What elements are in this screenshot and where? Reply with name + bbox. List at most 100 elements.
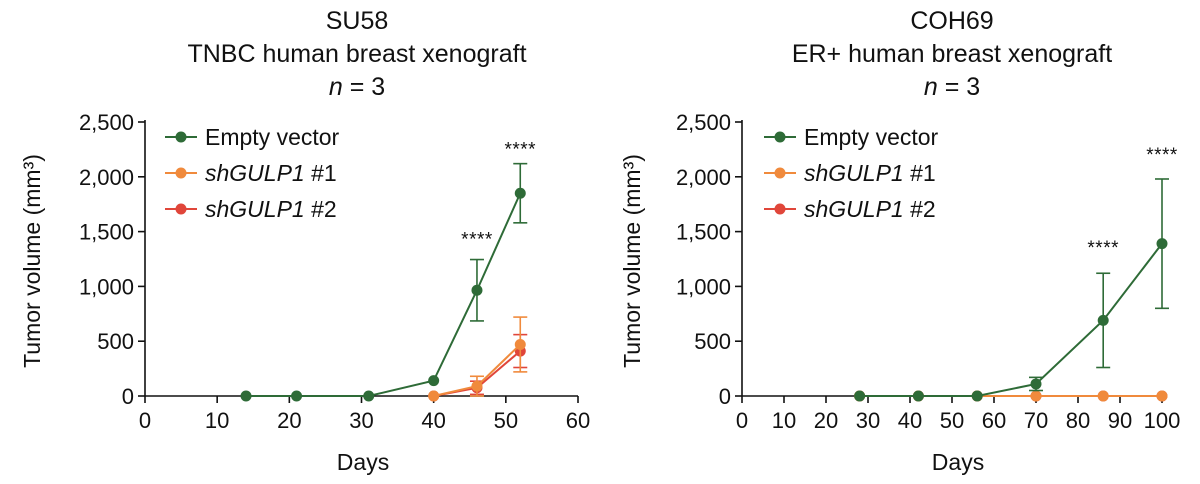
chart1-legend-label-italic: shGULP1 xyxy=(205,160,305,186)
chart2-significance-label: **** xyxy=(1087,238,1119,259)
chart2-y-axis-label: Tumor volume (mm³) xyxy=(619,154,645,368)
chart1-data-point xyxy=(514,187,526,199)
chart2-data-point xyxy=(912,390,924,402)
chart1-x-tick-label: 30 xyxy=(349,408,373,433)
chart2-y-tick-label: 1,500 xyxy=(676,220,731,245)
chart1-x-axis-label: Days xyxy=(337,449,389,475)
chart2-x-tick-label: 50 xyxy=(940,408,964,433)
chart1-y-tick-label: 2,500 xyxy=(79,110,134,135)
chart1-data-point xyxy=(240,390,252,402)
chart1-legend-item: shGULP1 #2 xyxy=(165,196,337,222)
chart1-legend-label-rest: #1 xyxy=(305,160,337,186)
chart2-data-point xyxy=(1156,390,1168,402)
chart2-x-tick-label: 10 xyxy=(772,408,796,433)
chart1-y-tick-label: 0 xyxy=(122,384,134,409)
chart2-legend-label-rest: #1 xyxy=(904,160,936,186)
chart1-legend-label-rest: #2 xyxy=(305,196,337,222)
chart2-legend-label: shGULP1 #1 xyxy=(804,160,936,186)
chart2-legend-item: Empty vector xyxy=(764,124,939,150)
chart1-n-label-italic: n xyxy=(329,73,343,101)
chart2-series-1 xyxy=(854,178,1169,402)
chart2-x-tick-label: 60 xyxy=(982,408,1006,433)
chart2-x-axis-label: Days xyxy=(932,449,984,475)
chart2-y-tick-label: 2,000 xyxy=(676,165,731,190)
chart2-subtitle: ER+ human breast xenograft xyxy=(792,40,1112,68)
chart1-x-tick-label: 20 xyxy=(277,408,301,433)
chart1-legend-label: shGULP1 #2 xyxy=(205,196,337,222)
chart2-legend-item: shGULP1 #1 xyxy=(764,160,936,186)
chart1-series-line xyxy=(246,192,522,397)
chart2-x-tick-label: 40 xyxy=(898,408,922,433)
chart2-series-line xyxy=(859,243,1163,397)
chart1-data-point xyxy=(471,380,483,392)
chart2-legend-label-italic: shGULP1 xyxy=(804,160,904,186)
chart2-legend-label-rest: #2 xyxy=(904,196,936,222)
chart1-n-label: n = 3 xyxy=(329,73,385,101)
chart1-x-tick-label: 40 xyxy=(421,408,445,433)
chart2-data-point xyxy=(1156,238,1168,250)
chart1-x-tick-label: 50 xyxy=(494,408,518,433)
chart2-legend-marker xyxy=(774,203,786,215)
chart2-x-tick-label: 0 xyxy=(736,408,748,433)
chart1-legend-marker xyxy=(175,131,187,143)
chart1-significance-label: **** xyxy=(504,139,536,160)
chart1-legend-label-rest: Empty vector xyxy=(205,124,340,150)
chart2-data-point xyxy=(1030,390,1042,402)
chart2-x-tick-label: 20 xyxy=(814,408,838,433)
chart2-data-point xyxy=(971,390,983,402)
chart2-legend-label-rest: Empty vector xyxy=(804,124,939,150)
chart1-data-point xyxy=(363,390,375,402)
chart2-significance-label: **** xyxy=(1146,145,1178,166)
chart2-n-label: n = 3 xyxy=(924,73,980,101)
chart1-y-axis-label: Tumor volume (mm³) xyxy=(19,154,45,368)
chart1-y-tick-label: 2,000 xyxy=(79,165,134,190)
chart1-legend-label-italic: shGULP1 xyxy=(205,196,305,222)
chart1-data-point xyxy=(428,375,440,387)
chart1-legend-label: Empty vector xyxy=(205,124,340,150)
chart2-legend-marker xyxy=(774,167,786,179)
chart1-subtitle: TNBC human breast xenograft xyxy=(187,40,526,68)
chart1-legend-item: shGULP1 #1 xyxy=(165,160,337,186)
chart2: COH69 ER+ human breast xenograft n = 3 0 50 0… xyxy=(619,7,1180,475)
chart2-data-point xyxy=(1097,390,1109,402)
chart1-legend-marker xyxy=(175,203,187,215)
chart2-legend-label: Empty vector xyxy=(804,124,939,150)
chart2-y-tick-label: 2,500 xyxy=(676,110,731,135)
chart1-legend-label: shGULP1 #1 xyxy=(205,160,337,186)
chart1-data-point xyxy=(471,284,483,296)
chart1-data-point xyxy=(514,338,526,350)
chart1-y-tick-label: 500 xyxy=(97,329,134,354)
chart2-legend-label: shGULP1 #2 xyxy=(804,196,936,222)
chart2-legend-marker xyxy=(774,131,786,143)
chart1-series-1 xyxy=(240,162,528,402)
chart2-x-tick-label: 70 xyxy=(1024,408,1048,433)
chart2-n-label-rest: = 3 xyxy=(938,73,980,101)
chart2-legend-item: shGULP1 #2 xyxy=(764,196,936,222)
chart2-data-point xyxy=(1097,314,1109,326)
chart1-legend-marker xyxy=(175,167,187,179)
chart1-significance-label: **** xyxy=(461,229,493,250)
chart2-title: COH69 xyxy=(910,7,993,35)
chart1-x-tick-label: 0 xyxy=(139,408,151,433)
chart2-y-tick-label: 0 xyxy=(719,384,731,409)
chart1-y-tick-label: 1,500 xyxy=(79,220,134,245)
chart2-y-tick-label: 1,000 xyxy=(676,274,731,299)
chart1-title: SU58 xyxy=(326,7,389,35)
chart1-y-tick-label: 1,000 xyxy=(79,274,134,299)
chart2-data-point xyxy=(1030,378,1042,390)
chart2-n-label-italic: n xyxy=(924,73,938,101)
chart1-legend-item: Empty vector xyxy=(165,124,340,150)
chart2-x-tick-label: 80 xyxy=(1066,408,1090,433)
chart1-n-label-rest: = 3 xyxy=(343,73,385,101)
chart2-x-tick-label: 100 xyxy=(1144,408,1181,433)
chart2-data-point xyxy=(854,390,866,402)
chart1-data-point xyxy=(428,390,440,402)
chart1-x-tick-label: 60 xyxy=(566,408,590,433)
chart1-series-2 xyxy=(428,316,528,402)
chart2-x-tick-label: 90 xyxy=(1108,408,1132,433)
chart1-x-tick-label: 10 xyxy=(205,408,229,433)
chart2-legend-label-italic: shGULP1 xyxy=(804,196,904,222)
